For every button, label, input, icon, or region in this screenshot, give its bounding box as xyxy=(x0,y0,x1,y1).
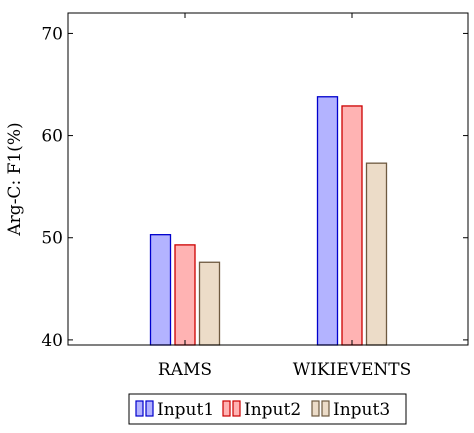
legend-swatch xyxy=(145,400,154,417)
legend-box xyxy=(128,393,407,425)
y-tick-label: 40 xyxy=(41,331,63,351)
legend: Input1 Input2 Input3 xyxy=(128,393,407,425)
bar-input2-wikievents xyxy=(341,105,363,346)
bar-input2-rams xyxy=(174,244,196,346)
bar-input3-rams xyxy=(198,261,221,346)
legend-label-input2: Input2 xyxy=(244,400,301,420)
x-tick-label: WIKIEVENTS xyxy=(293,360,412,380)
y-tick-label: 60 xyxy=(41,127,63,147)
x-tick-label: RAMS xyxy=(158,360,212,380)
bar-input1-wikievents xyxy=(316,96,339,346)
legend-swatch xyxy=(135,400,144,417)
legend-swatch xyxy=(311,400,320,417)
axes-frame xyxy=(67,12,469,346)
bars-layer xyxy=(149,96,388,346)
y-axis-label: Arg-C: F1(%) xyxy=(5,122,25,236)
y-axis: 40 50 60 70 xyxy=(41,24,468,351)
bar-input3-wikievents xyxy=(365,162,388,346)
legend-swatch xyxy=(321,400,330,417)
legend-swatch xyxy=(222,400,231,417)
y-tick-label: 50 xyxy=(41,229,63,249)
bar-input1-rams xyxy=(149,234,172,346)
x-axis: RAMS WIKIEVENTS xyxy=(158,13,411,380)
legend-swatch xyxy=(232,400,241,417)
legend-label-input1: Input1 xyxy=(157,400,214,420)
legend-label-input3: Input3 xyxy=(333,400,390,420)
y-tick-label: 70 xyxy=(41,24,63,44)
